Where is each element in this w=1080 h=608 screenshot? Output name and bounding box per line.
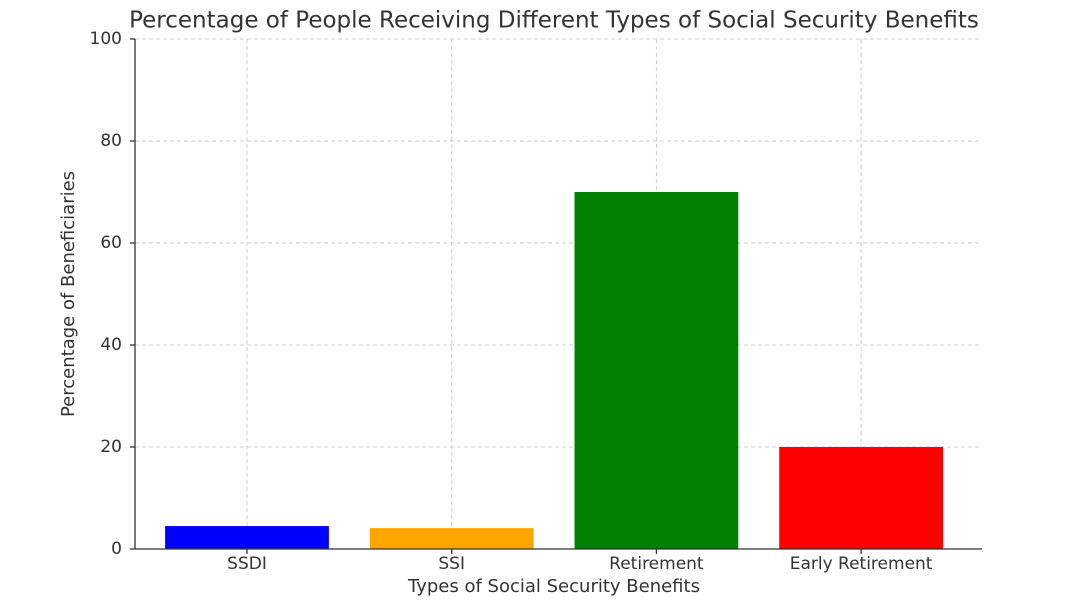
x-tick-label: SSDI	[227, 554, 267, 574]
x-tick-label: Retirement	[609, 554, 704, 574]
y-tick-label: 80	[100, 131, 122, 151]
y-tick-label: 100	[90, 29, 122, 49]
y-tick-label: 0	[111, 539, 122, 559]
y-tick-label: 40	[100, 335, 122, 355]
bar	[574, 192, 739, 549]
x-tick-label: SSI	[438, 554, 465, 574]
bar	[165, 526, 329, 549]
x-tick-label: Early Retirement	[790, 554, 933, 574]
bar	[779, 447, 943, 549]
y-axis-label: Percentage of Beneficiaries	[58, 171, 79, 417]
x-axis-label: Types of Social Security Benefits	[407, 576, 700, 597]
bar	[369, 528, 534, 549]
y-tick-label: 20	[100, 437, 122, 457]
y-tick-label: 60	[100, 233, 122, 253]
chart-title: Percentage of People Receiving Different…	[129, 8, 979, 34]
